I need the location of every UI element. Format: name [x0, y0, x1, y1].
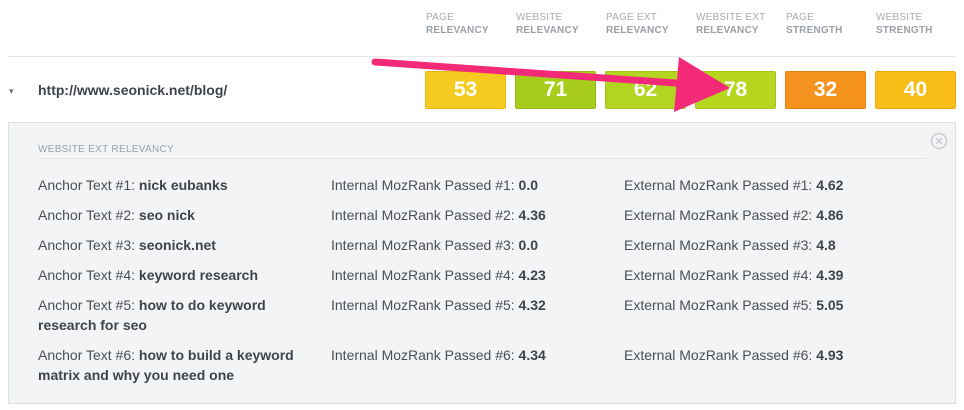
- external-label: External MozRank Passed #4:: [624, 267, 817, 283]
- anchor-label: Anchor Text #6:: [38, 347, 139, 363]
- score-website-relevancy[interactable]: 71: [515, 71, 596, 109]
- external-mozrank-cell: External MozRank Passed #5: 5.05: [624, 295, 924, 315]
- internal-label: Internal MozRank Passed #1:: [331, 177, 519, 193]
- external-label: External MozRank Passed #3:: [624, 237, 817, 253]
- anchor-label: Anchor Text #2:: [38, 207, 139, 223]
- header-divider: [8, 56, 956, 57]
- external-label: External MozRank Passed #6:: [624, 347, 817, 363]
- header-line1: WEBSITE: [876, 12, 923, 23]
- anchor-label: Anchor Text #3:: [38, 237, 139, 253]
- header-line2: STRENGTH: [786, 25, 843, 36]
- detail-panel: WEBSITE EXT RELEVANCY Anchor Text #1: ni…: [8, 122, 956, 404]
- internal-label: Internal MozRank Passed #5:: [331, 297, 519, 313]
- internal-value: 4.32: [518, 297, 546, 313]
- external-value: 5.05: [816, 297, 844, 313]
- row-url[interactable]: http://www.seonick.net/blog/: [38, 82, 228, 98]
- external-label: External MozRank Passed #5:: [624, 297, 817, 313]
- header-line2: RELEVANCY: [426, 25, 489, 36]
- anchor-label: Anchor Text #4:: [38, 267, 139, 283]
- score-page-ext-relevancy[interactable]: 62: [605, 71, 686, 109]
- external-value: 4.8: [816, 237, 836, 253]
- header-line2: RELEVANCY: [606, 25, 669, 36]
- anchor-value: how to do keyword research for seo: [38, 297, 266, 333]
- anchor-value: keyword research: [138, 267, 258, 283]
- header-website-relevancy: WEBSITE RELEVANCY: [516, 11, 596, 37]
- internal-mozrank-cell: Internal MozRank Passed #5: 4.32: [331, 295, 611, 315]
- internal-mozrank-cell: Internal MozRank Passed #2: 4.36: [331, 205, 611, 225]
- anchor-text-cell: Anchor Text #1: nick eubanks: [38, 175, 308, 195]
- header-line1: PAGE: [786, 12, 814, 23]
- anchor-value: seo nick: [138, 207, 195, 223]
- header-website-ext-relevancy: WEBSITE EXT RELEVANCY: [696, 11, 776, 37]
- header-line2: RELEVANCY: [516, 25, 579, 36]
- internal-value: 4.34: [518, 347, 546, 363]
- header-line1: PAGE EXT: [606, 12, 657, 23]
- header-page-relevancy: PAGE RELEVANCY: [426, 11, 506, 37]
- panel-title: WEBSITE EXT RELEVANCY: [38, 144, 174, 155]
- panel-divider: [38, 158, 926, 159]
- internal-mozrank-cell: Internal MozRank Passed #3: 0.0: [331, 235, 611, 255]
- score-website-ext-relevancy[interactable]: 78: [695, 71, 776, 109]
- internal-label: Internal MozRank Passed #4:: [331, 267, 519, 283]
- anchor-value: nick eubanks: [138, 177, 228, 193]
- anchor-label: Anchor Text #1:: [38, 177, 139, 193]
- header-page-ext-relevancy: PAGE EXT RELEVANCY: [606, 11, 686, 37]
- external-value: 4.86: [816, 207, 844, 223]
- header-line1: PAGE: [426, 12, 454, 23]
- anchor-value: how to build a keyword matrix and why yo…: [38, 347, 294, 383]
- internal-mozrank-cell: Internal MozRank Passed #4: 4.23: [331, 265, 611, 285]
- anchor-text-cell: Anchor Text #3: seonick.net: [38, 235, 308, 255]
- internal-label: Internal MozRank Passed #6:: [331, 347, 519, 363]
- score-website-strength[interactable]: 40: [875, 71, 956, 109]
- score-page-relevancy[interactable]: 53: [425, 71, 506, 109]
- internal-label: Internal MozRank Passed #3:: [331, 237, 519, 253]
- anchor-text-cell: Anchor Text #4: keyword research: [38, 265, 308, 285]
- internal-mozrank-cell: Internal MozRank Passed #6: 4.34: [331, 345, 611, 365]
- internal-value: 0.0: [518, 177, 539, 193]
- internal-value: 4.23: [518, 267, 546, 283]
- external-mozrank-cell: External MozRank Passed #1: 4.62: [624, 175, 924, 195]
- external-mozrank-cell: External MozRank Passed #6: 4.93: [624, 345, 924, 365]
- external-label: External MozRank Passed #2:: [624, 207, 817, 223]
- anchor-text-cell: Anchor Text #5: how to do keyword resear…: [38, 295, 308, 335]
- header-line2: RELEVANCY: [696, 25, 759, 36]
- anchor-value: seonick.net: [138, 237, 216, 253]
- internal-value: 0.0: [518, 237, 539, 253]
- header-website-strength: WEBSITE STRENGTH: [876, 11, 956, 37]
- anchor-text-cell: Anchor Text #2: seo nick: [38, 205, 308, 225]
- external-mozrank-cell: External MozRank Passed #2: 4.86: [624, 205, 924, 225]
- header-page-strength: PAGE STRENGTH: [786, 11, 866, 37]
- external-value: 4.39: [816, 267, 844, 283]
- external-mozrank-cell: External MozRank Passed #3: 4.8: [624, 235, 924, 255]
- internal-value: 4.36: [518, 207, 546, 223]
- close-icon[interactable]: [930, 132, 948, 150]
- anchor-label: Anchor Text #5:: [38, 297, 139, 313]
- internal-label: Internal MozRank Passed #2:: [331, 207, 519, 223]
- score-page-strength[interactable]: 32: [785, 71, 866, 109]
- header-line1: WEBSITE: [516, 12, 563, 23]
- header-line1: WEBSITE EXT: [696, 12, 766, 23]
- expand-caret-icon[interactable]: ▾: [9, 86, 14, 96]
- anchor-text-cell: Anchor Text #6: how to build a keyword m…: [38, 345, 308, 385]
- internal-mozrank-cell: Internal MozRank Passed #1: 0.0: [331, 175, 611, 195]
- external-mozrank-cell: External MozRank Passed #4: 4.39: [624, 265, 924, 285]
- external-value: 4.62: [816, 177, 844, 193]
- external-value: 4.93: [816, 347, 844, 363]
- external-label: External MozRank Passed #1:: [624, 177, 817, 193]
- header-line2: STRENGTH: [876, 25, 933, 36]
